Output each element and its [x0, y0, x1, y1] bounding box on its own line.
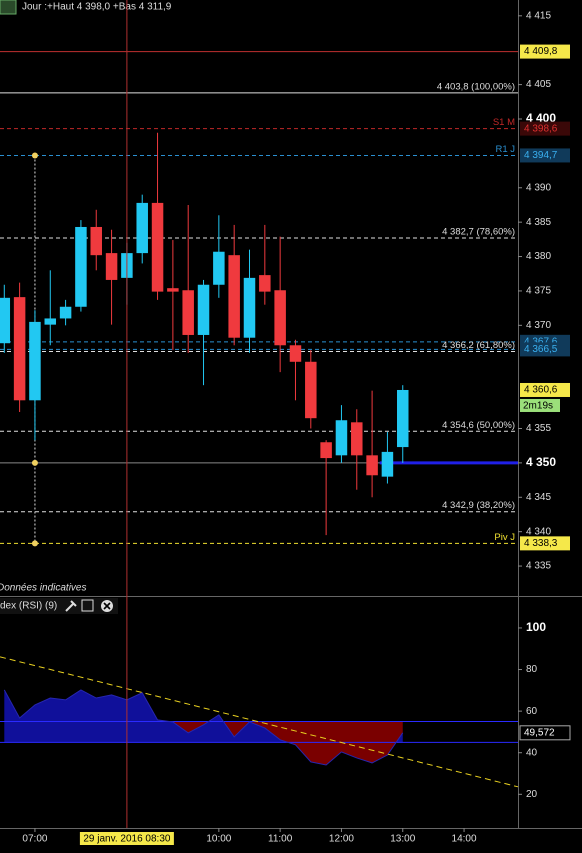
rsi-fill-above	[4, 689, 403, 743]
menu-icon[interactable]	[0, 0, 17, 15]
price-tag: 4 366,5	[524, 344, 558, 355]
candle-body	[397, 389, 409, 448]
candle-body	[351, 422, 363, 456]
candle-body	[335, 420, 348, 456]
timer-bg	[520, 398, 560, 412]
drawing-point	[31, 459, 38, 466]
candle-body	[13, 297, 26, 401]
y-tick-label: 4 405	[526, 79, 551, 90]
price-tag-bg	[520, 121, 570, 136]
x-tick-label: 07:00	[22, 834, 47, 845]
level-label: 4 366,2 (61,80%)	[442, 340, 515, 351]
drawing-point	[31, 152, 38, 159]
rsi-header-bg	[0, 598, 118, 614]
candle-body	[44, 318, 57, 325]
candle-body	[243, 277, 256, 338]
level-label: 4 342,9 (38,20%)	[442, 500, 515, 511]
note: Données indicatives	[0, 583, 87, 594]
level-label: 4 354,6 (50,00%)	[442, 420, 515, 431]
price-tag-bg	[520, 148, 570, 163]
candle-body	[381, 451, 394, 477]
rsi-last-bg	[519, 725, 571, 741]
y-tick-label: 4 335	[526, 561, 551, 572]
price-tag: 4 398,6	[524, 123, 558, 134]
price-tag-bg	[520, 44, 570, 59]
y-tick-label: 20	[526, 789, 538, 800]
price-tag-bg	[520, 342, 570, 357]
candle-body	[0, 297, 11, 344]
level-label: S1 M	[493, 117, 515, 128]
candle-body	[90, 226, 102, 256]
y-tick-label: 60	[526, 706, 538, 717]
rsi-title: dex (RSI) (9)	[0, 601, 57, 612]
candle-body	[320, 442, 332, 459]
y-tick-label: 80	[526, 664, 538, 675]
window-icon[interactable]	[81, 599, 94, 612]
candle-body	[305, 361, 317, 419]
level-label: R1 J	[495, 144, 515, 155]
x-tick-label: 11:00	[268, 834, 293, 845]
candle-body	[366, 455, 378, 476]
trendline	[0, 656, 519, 788]
candle-body	[151, 202, 164, 292]
last-price-bg	[520, 382, 570, 397]
candle-body	[75, 226, 87, 307]
y-tick-label: 4 370	[526, 320, 551, 331]
candle-body	[105, 253, 118, 280]
last-price: 4 360,6	[524, 385, 558, 396]
candle-body	[274, 290, 286, 346]
candle-body	[289, 345, 302, 362]
timer: 2m19s	[523, 401, 553, 412]
y-tick-label: 4 355	[526, 423, 551, 434]
x-tick-label: 10:00	[206, 834, 231, 845]
settings-icon[interactable]	[65, 600, 77, 612]
y-tick-label: 40	[526, 747, 538, 758]
candle-body	[197, 284, 210, 335]
y-tick-label: 4 340	[526, 526, 551, 537]
level-label: 4 403,8 (100,00%)	[437, 81, 515, 92]
price-tag: 4 409,8	[524, 46, 558, 57]
drawing-point	[31, 540, 38, 547]
candle-body	[182, 290, 194, 335]
price-tag-bg	[520, 536, 570, 551]
y-tick-label: 4 350	[526, 455, 556, 469]
x-tick-label: 14:00	[452, 834, 477, 845]
level-label: 4 382,7 (78,60%)	[442, 226, 515, 237]
y-tick-label: 4 390	[526, 182, 551, 193]
candle-body	[59, 306, 72, 319]
crosshair-label-bg	[79, 832, 174, 845]
candle-body	[228, 255, 240, 338]
level-label: Piv J	[494, 532, 515, 543]
y-tick-label: 4 385	[526, 217, 551, 228]
x-tick-label: 12:00	[329, 834, 354, 845]
chart-title: Jour :+Haut 4 398,0 +Bas 4 311,9	[22, 2, 172, 13]
candle-body	[167, 288, 179, 292]
candle-body	[259, 275, 271, 292]
x-tick-label: 13:00	[390, 834, 415, 845]
candle-body	[136, 202, 148, 254]
price-tag: 4 338,3	[524, 538, 558, 549]
price-tag: 4 394,7	[524, 150, 558, 161]
close-cross	[103, 602, 111, 610]
y-tick-label: 4 345	[526, 492, 551, 503]
candle-body	[29, 321, 41, 401]
y-tick-label: 4 415	[526, 10, 551, 21]
rsi-last: 49,572	[524, 727, 555, 738]
rsi-fill-below	[4, 721, 403, 765]
candle-body	[213, 251, 225, 285]
crosshair-label: 29 janv. 2016 08:30	[83, 834, 171, 845]
y-tick-label: 100	[526, 620, 546, 634]
price-tag: 4 367,6	[524, 336, 558, 347]
y-tick-label: 4 380	[526, 251, 551, 262]
rsi-line	[3, 689, 404, 766]
y-tick-label: 4 375	[526, 286, 551, 297]
